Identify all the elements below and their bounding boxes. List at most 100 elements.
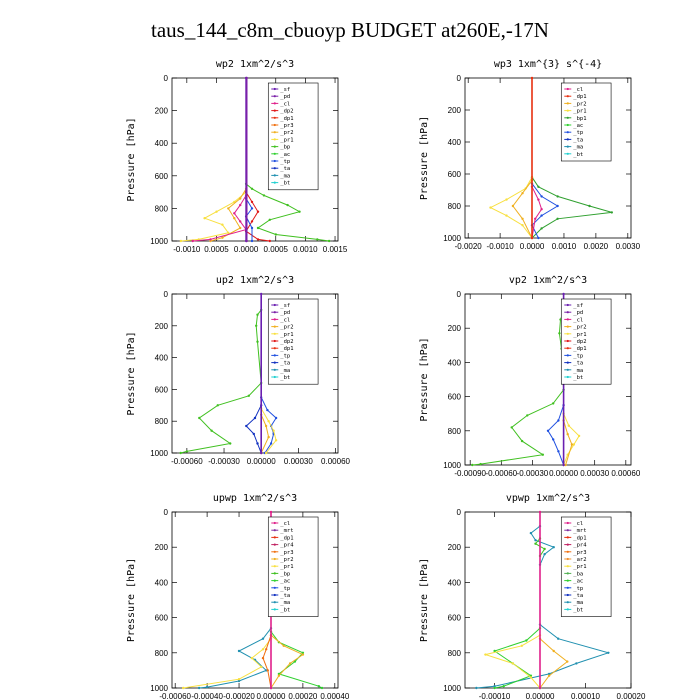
data-point — [260, 451, 263, 455]
legend-entry: _pr1 — [573, 109, 586, 115]
data-point — [252, 432, 255, 436]
data-point — [298, 210, 301, 213]
data-point — [205, 685, 209, 689]
legend-marker — [273, 572, 276, 575]
data-point — [529, 674, 533, 677]
legend-entry: _cl — [573, 87, 583, 93]
legend-entry: _cl — [280, 101, 290, 107]
series-line-pr3 — [262, 635, 272, 689]
data-point — [250, 656, 253, 660]
x-tick-label: -0.00060 — [171, 457, 203, 466]
legend-marker — [273, 361, 276, 364]
legend-entry: _dp1 — [573, 346, 586, 352]
data-point — [267, 435, 270, 439]
y-tick-label: 800 — [448, 649, 462, 658]
legend-entry: _tp — [280, 586, 290, 592]
data-point — [526, 414, 529, 417]
legend-marker — [273, 131, 276, 134]
y-tick-label: 800 — [448, 427, 462, 436]
data-point — [562, 292, 565, 296]
series-line-pr1 — [489, 176, 533, 239]
series-line-dp2 — [245, 191, 270, 242]
x-tick-label: 0.00030 — [284, 457, 313, 466]
legend-entry: _ta — [280, 166, 290, 172]
x-tick-label: 0.00000 — [526, 692, 555, 700]
data-point — [540, 227, 543, 230]
panel-4: upwp 1xm^2/s^302004006008001000-0.00060-… — [126, 493, 350, 700]
data-point — [588, 204, 591, 208]
legend-marker — [273, 325, 276, 328]
data-point — [227, 231, 230, 234]
data-point — [268, 218, 271, 221]
legend-marker — [273, 565, 276, 568]
legend-entry: _pd — [280, 94, 290, 100]
data-point — [245, 76, 248, 80]
x-tick-label: 0.0015 — [323, 245, 348, 254]
legend-entry: _dp1 — [573, 535, 586, 541]
legend-entry: _sf — [280, 303, 290, 309]
y-tick-label: 400 — [155, 139, 169, 148]
data-point — [286, 203, 289, 207]
x-tick-label: -0.00030 — [517, 469, 549, 478]
panel-5: vpwp 1xm^2/s^3 0 200 400 600 800 1000 -0.00010 0… — [419, 493, 646, 700]
data-point — [265, 648, 268, 651]
legend-marker — [273, 102, 276, 105]
legend-entry: _dp2 — [280, 109, 293, 115]
data-point — [266, 408, 269, 412]
data-point — [489, 206, 492, 209]
x-tick-label: -0.00090 — [454, 469, 486, 478]
legend-entry: _dp1 — [280, 535, 293, 541]
data-point — [266, 669, 269, 672]
legend-marker — [566, 95, 569, 98]
legend-marker — [566, 586, 569, 589]
data-point — [269, 686, 273, 690]
panel-2: up2 1xm^2/s^3 0 200 400 600 800 1000-0.00060 -0… — [126, 275, 351, 466]
x-tick-label: 0.00000 — [549, 469, 578, 478]
y-tick-label: 600 — [448, 170, 462, 179]
x-tick-label: 0.00060 — [611, 469, 640, 478]
legend-marker — [566, 354, 569, 357]
legend-entry: _dp2 — [573, 339, 586, 345]
legend-marker — [273, 109, 276, 112]
data-point — [274, 439, 278, 442]
data-point — [245, 239, 248, 243]
legend-entry: _bp — [280, 145, 290, 151]
legend-entry: _ba — [573, 571, 583, 577]
data-point — [209, 238, 212, 241]
legend-marker — [273, 152, 276, 155]
data-point — [540, 195, 543, 198]
data-point — [537, 185, 540, 188]
data-point — [250, 207, 254, 210]
data-point — [556, 195, 559, 198]
legend-marker — [273, 593, 276, 597]
legend-entry: _dp2 — [280, 339, 293, 345]
legend-marker — [273, 521, 276, 525]
data-point — [268, 239, 271, 243]
data-point — [282, 644, 285, 647]
data-point — [525, 639, 528, 642]
data-point — [179, 239, 183, 243]
x-tick-label: -0.00030 — [208, 457, 240, 466]
data-point — [530, 76, 534, 80]
data-point — [256, 238, 260, 241]
legend-marker — [566, 565, 569, 568]
legend-marker — [566, 593, 569, 597]
panel-title: up2 1xm^2/s^3 — [216, 275, 294, 286]
legend-entry: _ma — [280, 368, 290, 374]
legend-marker — [566, 332, 569, 335]
data-point — [529, 531, 533, 535]
legend-box — [267, 516, 319, 617]
legend-entry: _bt — [280, 375, 290, 381]
data-point — [301, 651, 305, 654]
legend-entry: _cl — [573, 317, 583, 323]
legend-marker — [566, 572, 569, 575]
data-point — [215, 210, 218, 213]
data-point — [543, 553, 546, 556]
legend-entry: _ma — [573, 368, 583, 374]
series-line-tp — [260, 397, 277, 454]
legend-marker — [273, 354, 276, 357]
legend-entry: _cl — [280, 317, 290, 323]
legend-entry: _pr2 — [573, 325, 586, 331]
legend-marker — [273, 181, 276, 184]
data-point — [547, 674, 551, 677]
